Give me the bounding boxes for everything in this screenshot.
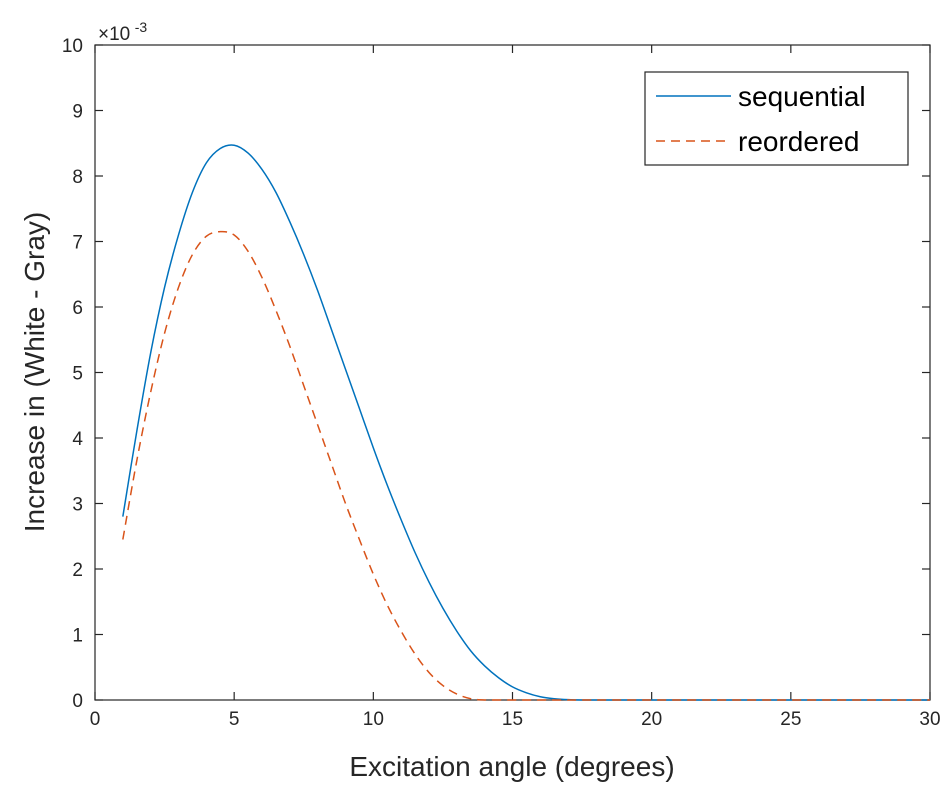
x-tick-label: 0 bbox=[90, 709, 101, 730]
y-exponent-label: ×10 -3 bbox=[98, 19, 147, 45]
x-tick-label: 30 bbox=[919, 709, 940, 730]
legend-label-reordered: reordered bbox=[738, 126, 859, 157]
x-tick-label: 10 bbox=[363, 709, 384, 730]
y-tick-label: 0 bbox=[72, 691, 83, 712]
y-tick-label: 1 bbox=[72, 626, 83, 647]
y-tick-label: 9 bbox=[72, 102, 83, 123]
y-tick-label: 7 bbox=[72, 233, 83, 254]
y-tick-label: 6 bbox=[72, 298, 83, 319]
y-tick-label: 3 bbox=[72, 495, 83, 516]
series-lines bbox=[122, 144, 930, 701]
x-tick-label: 25 bbox=[780, 709, 801, 730]
x-tick-label: 20 bbox=[641, 709, 662, 730]
y-tick-label: 10 bbox=[62, 36, 83, 57]
x-axis-title: Excitation angle (degrees) bbox=[349, 751, 674, 782]
series-line-reordered bbox=[122, 230, 930, 701]
y-tick-label: 8 bbox=[72, 167, 83, 188]
y-tick-label: 4 bbox=[72, 429, 83, 450]
legend-box bbox=[644, 71, 909, 166]
x-tick-label: 5 bbox=[229, 709, 240, 730]
y-exponent-power: -3 bbox=[135, 19, 148, 35]
series-line-sequential bbox=[122, 144, 930, 701]
legend-label-sequential: sequential bbox=[738, 81, 866, 112]
x-tick-labels: 0 5 10 15 20 25 30 bbox=[90, 709, 941, 730]
legend: sequential reordered bbox=[644, 71, 909, 166]
y-tick-labels: 0 1 2 3 4 5 6 7 8 9 10 bbox=[62, 36, 84, 712]
y-tick-label: 5 bbox=[72, 364, 83, 385]
y-exponent-base: ×10 bbox=[98, 24, 130, 45]
x-tick-label: 15 bbox=[502, 709, 523, 730]
y-tick-label: 2 bbox=[72, 560, 83, 581]
y-axis-title: Increase in (White - Gray) bbox=[19, 212, 50, 533]
